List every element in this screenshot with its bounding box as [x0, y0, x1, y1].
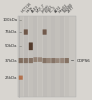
FancyBboxPatch shape: [60, 58, 64, 63]
Text: PC-3: PC-3: [49, 6, 57, 14]
Text: Jurkat: Jurkat: [40, 4, 50, 14]
Text: 37kDa: 37kDa: [5, 59, 17, 63]
Text: 75kDa: 75kDa: [5, 30, 17, 34]
FancyBboxPatch shape: [19, 76, 23, 80]
Bar: [51, 16, 55, 97]
Bar: [19, 16, 23, 97]
FancyBboxPatch shape: [24, 58, 28, 63]
FancyBboxPatch shape: [24, 29, 28, 35]
Text: 293T: 293T: [67, 5, 76, 14]
FancyBboxPatch shape: [65, 58, 69, 63]
FancyBboxPatch shape: [51, 58, 56, 63]
FancyBboxPatch shape: [33, 57, 37, 62]
FancyBboxPatch shape: [43, 29, 47, 35]
FancyBboxPatch shape: [19, 58, 23, 63]
FancyBboxPatch shape: [56, 58, 60, 63]
Bar: [60, 16, 64, 97]
FancyBboxPatch shape: [29, 42, 33, 50]
Bar: [55, 16, 60, 97]
Bar: [18, 16, 76, 97]
Bar: [33, 16, 38, 97]
Text: HepG2: HepG2: [58, 3, 69, 14]
Text: K-562: K-562: [45, 4, 54, 14]
Text: COPS6: COPS6: [77, 59, 91, 63]
Text: HCT116: HCT116: [21, 2, 33, 14]
FancyBboxPatch shape: [43, 58, 47, 63]
Bar: [38, 16, 42, 97]
FancyBboxPatch shape: [47, 58, 51, 63]
Text: Hela: Hela: [26, 6, 34, 14]
Bar: [43, 16, 47, 97]
Text: 50kDa: 50kDa: [5, 44, 17, 48]
FancyBboxPatch shape: [38, 57, 42, 62]
Bar: [24, 16, 28, 97]
Text: 25kDa: 25kDa: [5, 76, 17, 80]
Bar: [47, 16, 51, 97]
Text: 100kDa: 100kDa: [2, 18, 17, 22]
FancyBboxPatch shape: [29, 58, 33, 63]
Text: A431: A431: [53, 5, 62, 14]
Bar: [65, 16, 69, 97]
Text: MCF-7: MCF-7: [35, 4, 46, 14]
Text: A549: A549: [31, 5, 40, 14]
Text: SW480: SW480: [62, 3, 74, 14]
Bar: [29, 16, 33, 97]
